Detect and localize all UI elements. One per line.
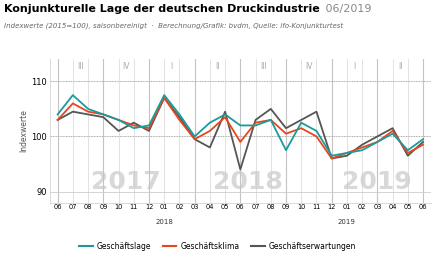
Y-axis label: Indexwerte: Indexwerte xyxy=(20,109,29,152)
Text: 2017: 2017 xyxy=(91,170,161,194)
Text: I: I xyxy=(170,62,173,71)
Text: I: I xyxy=(352,62,355,71)
Text: II: II xyxy=(215,62,219,71)
Text: Indexwerte (2015=100), saisonbereinigt  ·  Berechnung/Grafik: bvdm, Quelle: ifo-: Indexwerte (2015=100), saisonbereinigt ·… xyxy=(4,22,343,29)
Text: III: III xyxy=(77,62,84,71)
Legend: Geschäftslage, Geschäftsklima, Geschäftserwartungen: Geschäftslage, Geschäftsklima, Geschäfts… xyxy=(76,239,358,254)
Text: 2019: 2019 xyxy=(342,170,411,194)
Text: III: III xyxy=(259,62,266,71)
Text: 2018: 2018 xyxy=(213,170,282,194)
Text: Konjunkturelle Lage der deutschen Druckindustrie: Konjunkturelle Lage der deutschen Drucki… xyxy=(4,4,319,14)
Text: IV: IV xyxy=(122,62,130,71)
Text: II: II xyxy=(397,62,401,71)
Text: IV: IV xyxy=(304,62,312,71)
Text: 2019: 2019 xyxy=(337,219,355,225)
Text: 06/2019: 06/2019 xyxy=(322,4,371,14)
Text: 2018: 2018 xyxy=(155,219,173,225)
